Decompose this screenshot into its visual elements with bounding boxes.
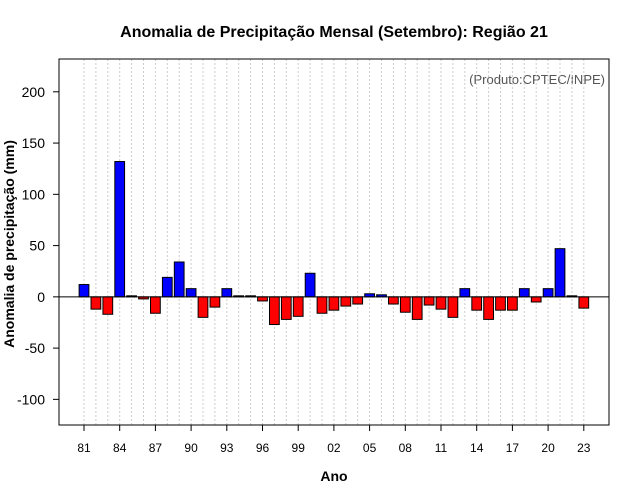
plot-frame	[58, 58, 610, 426]
x-tick-label: 23	[577, 441, 591, 455]
bar-2023	[578, 296, 590, 309]
product-credit: (Produto:CPTEC/INPE)	[469, 72, 605, 87]
bar-2011	[435, 296, 447, 310]
x-tick-label: 05	[363, 441, 377, 455]
y-tick-label: 100	[22, 186, 46, 202]
bar-2015	[483, 296, 494, 320]
x-tick-label: 81	[77, 441, 91, 455]
y-tick-label: 50	[29, 238, 45, 254]
bar-2021	[554, 248, 566, 298]
bar-2019	[530, 296, 542, 303]
x-tick-label: 20	[541, 441, 555, 455]
x-tick-label: 99	[292, 441, 306, 455]
bar-1990	[185, 288, 197, 298]
bars	[78, 161, 590, 326]
bar-2013	[459, 288, 471, 298]
y-tick-label: -50	[25, 340, 45, 356]
chart-title: Anomalia de Precipitação Mensal (Setembr…	[120, 24, 548, 41]
x-tick-label: 96	[256, 441, 270, 455]
bar-1981	[78, 284, 90, 298]
bar-1989	[173, 261, 185, 298]
x-tick-label: 93	[220, 441, 234, 455]
x-tick-label: 84	[113, 441, 127, 455]
bar-1984	[114, 161, 126, 298]
y-tick-label: 0	[37, 289, 45, 305]
bar-2008	[399, 296, 411, 313]
x-tick-label: 11	[435, 441, 448, 455]
bar-2016	[495, 296, 506, 311]
bar-2017	[507, 296, 518, 311]
y-tick-label: 150	[22, 135, 46, 151]
x-tick-label: 08	[399, 441, 413, 455]
bar-1982	[90, 296, 102, 310]
bar-1988	[161, 276, 173, 298]
bar-1998	[280, 296, 292, 320]
y-tick-label: -100	[17, 391, 45, 407]
x-axis-label: Ano	[320, 468, 347, 484]
x-tick-label: 17	[506, 441, 520, 455]
x-tick-label: 14	[470, 441, 484, 455]
bar-2000	[304, 272, 316, 298]
bar-2002	[328, 296, 340, 311]
bar-1993	[221, 288, 233, 298]
x-tick-label: 87	[149, 441, 163, 455]
bar-2012	[447, 296, 459, 318]
bar-1987	[150, 296, 161, 314]
bar-2004	[352, 296, 364, 305]
bar-2007	[388, 296, 399, 305]
bar-2003	[340, 296, 352, 307]
bar-2018	[518, 288, 530, 298]
bar-1991	[197, 296, 209, 318]
bar-1983	[102, 296, 114, 315]
bar-2001	[316, 296, 328, 314]
bar-2020	[542, 288, 554, 298]
bar-1992	[209, 296, 221, 308]
x-tick-label: 02	[327, 441, 341, 455]
x-tick-label: 90	[184, 441, 198, 455]
x-axis-ticks: 81 84 87 90 93 96 99 02 05 08 11 14 17 20 23	[77, 425, 591, 455]
gridlines	[83, 59, 585, 425]
bar-2009	[411, 296, 423, 320]
y-axis-label: Anomalia de precipitação (mm)	[1, 140, 17, 348]
bar-1999	[292, 296, 304, 317]
bar-1997	[269, 296, 280, 326]
y-tick-label: 200	[22, 84, 46, 100]
bar-2014	[471, 296, 483, 311]
bar-1996	[257, 296, 268, 302]
y-axis-ticks: -100 -50 0 50 100 150 200	[17, 84, 59, 407]
bar-2010	[423, 296, 435, 306]
